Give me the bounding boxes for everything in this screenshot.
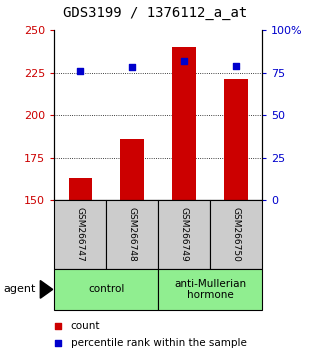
FancyBboxPatch shape (210, 200, 262, 269)
FancyBboxPatch shape (158, 269, 262, 310)
Point (182, 58, 187, 63)
Bar (69, 178, 92, 200)
Text: percentile rank within the sample: percentile rank within the sample (71, 338, 247, 348)
Polygon shape (40, 280, 53, 298)
FancyBboxPatch shape (54, 269, 158, 310)
Text: GSM266748: GSM266748 (128, 207, 137, 262)
Text: GSM266747: GSM266747 (76, 207, 85, 262)
Point (56, 323, 61, 329)
FancyBboxPatch shape (106, 200, 158, 269)
Bar (224, 79, 248, 200)
Point (130, 65, 135, 70)
Text: GSM266750: GSM266750 (232, 207, 241, 262)
Text: GDS3199 / 1376112_a_at: GDS3199 / 1376112_a_at (63, 6, 247, 20)
Text: count: count (71, 321, 100, 331)
Text: GSM266749: GSM266749 (179, 207, 188, 262)
Text: control: control (88, 284, 124, 295)
FancyBboxPatch shape (158, 200, 210, 269)
Point (78, 68, 83, 74)
Point (233, 63, 238, 69)
Text: agent: agent (3, 284, 35, 295)
Text: anti-Mullerian
hormone: anti-Mullerian hormone (174, 279, 246, 300)
Point (56, 341, 61, 346)
Bar (172, 47, 196, 200)
FancyBboxPatch shape (54, 200, 106, 269)
Bar (121, 139, 144, 200)
